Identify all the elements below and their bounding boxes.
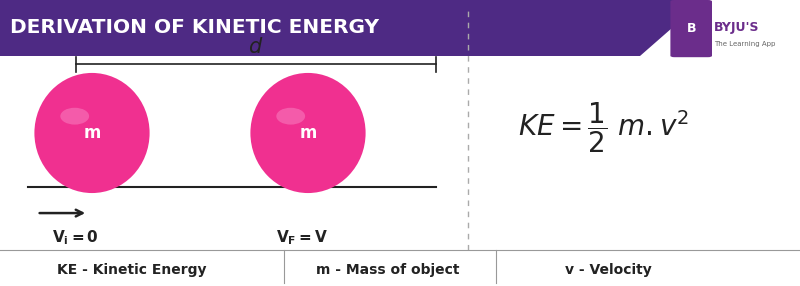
Text: m: m <box>83 124 101 142</box>
Text: DERIVATION OF KINETIC ENERGY: DERIVATION OF KINETIC ENERGY <box>10 18 378 37</box>
Polygon shape <box>640 0 800 56</box>
Text: BYJU'S: BYJU'S <box>714 21 759 34</box>
Text: v - Velocity: v - Velocity <box>565 263 651 277</box>
Text: $\mathbf{V_i{=}0}$: $\mathbf{V_i{=}0}$ <box>52 228 98 247</box>
Text: $\mathbf{V_F{=}V}$: $\mathbf{V_F{=}V}$ <box>276 228 328 247</box>
Ellipse shape <box>250 73 366 193</box>
Text: $d$: $d$ <box>248 37 264 57</box>
Text: m - Mass of object: m - Mass of object <box>316 263 460 277</box>
Ellipse shape <box>276 108 305 125</box>
Bar <box>0 0 800 56</box>
Ellipse shape <box>60 108 89 125</box>
Text: The Learning App: The Learning App <box>714 41 775 47</box>
Ellipse shape <box>34 73 150 193</box>
Text: B: B <box>686 22 696 35</box>
Text: KE - Kinetic Energy: KE - Kinetic Energy <box>58 263 206 277</box>
Text: m: m <box>299 124 317 142</box>
FancyBboxPatch shape <box>670 0 712 57</box>
Text: $\mathit{KE} = \dfrac{1}{2}\ m.v^{2}$: $\mathit{KE} = \dfrac{1}{2}\ m.v^{2}$ <box>518 100 690 155</box>
